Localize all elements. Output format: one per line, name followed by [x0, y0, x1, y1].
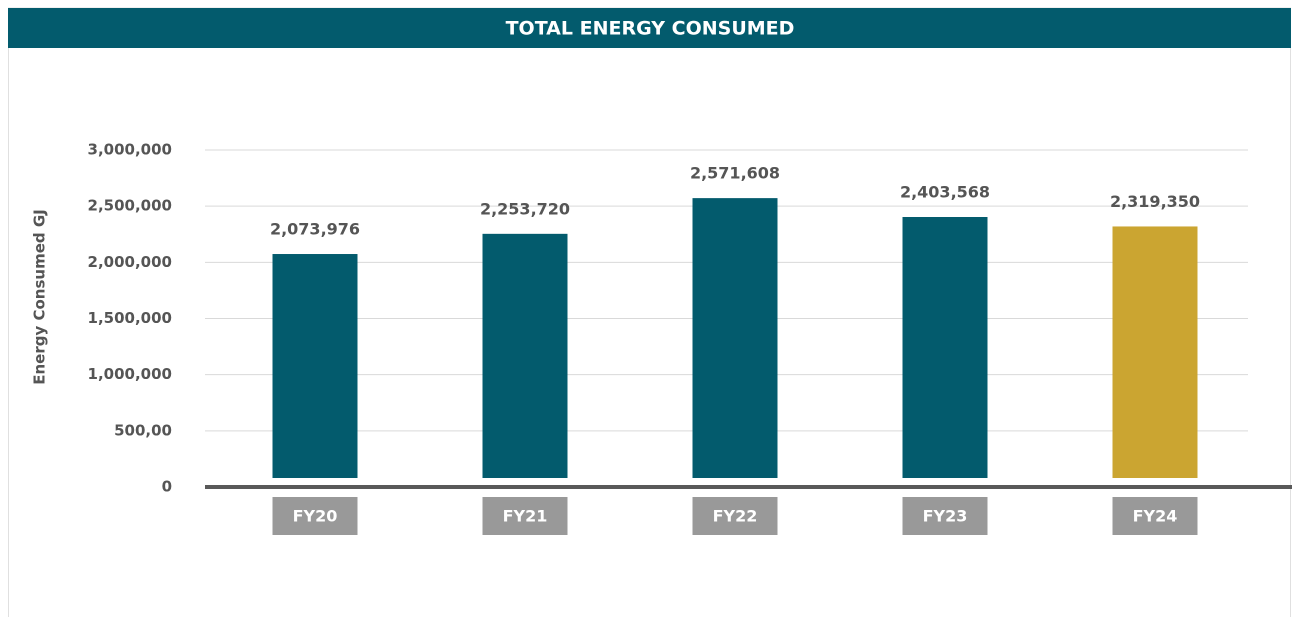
bar	[902, 216, 988, 478]
y-tick-label: 1,500,000	[88, 309, 172, 327]
data-label: 2,073,976	[270, 220, 360, 239]
bar	[482, 233, 568, 478]
data-label: 2,571,608	[690, 164, 780, 183]
x-tick-label: FY22	[713, 507, 758, 526]
data-label: 2,319,350	[1110, 192, 1200, 211]
x-tick-label: FY24	[1133, 507, 1178, 526]
title-banner	[8, 8, 1291, 48]
category-box	[902, 497, 988, 535]
category-box	[482, 497, 568, 535]
bar	[692, 198, 778, 479]
y-tick-label: 1,000,000	[88, 365, 172, 383]
data-label: 2,253,720	[480, 199, 570, 218]
bar	[272, 254, 358, 478]
category-box	[1112, 497, 1198, 535]
chart-title: TOTAL ENERGY CONSUMED	[506, 18, 795, 40]
category-box	[272, 497, 358, 535]
y-tick-label: 2,000,000	[88, 253, 172, 271]
y-tick-label: 2,500,000	[88, 197, 172, 215]
bar	[1112, 226, 1198, 478]
y-tick-label: 3,000,000	[88, 141, 172, 159]
y-axis-label: Energy Consumed GJ	[31, 209, 49, 385]
x-tick-label: FY23	[923, 507, 968, 526]
y-tick-label: 0	[162, 478, 172, 496]
x-tick-label: FY20	[293, 507, 338, 526]
y-tick-label: 500,00	[114, 421, 172, 439]
category-box	[692, 497, 778, 535]
data-label: 2,403,568	[900, 182, 990, 201]
panel	[8, 7, 1291, 619]
x-tick-label: FY21	[503, 507, 548, 526]
